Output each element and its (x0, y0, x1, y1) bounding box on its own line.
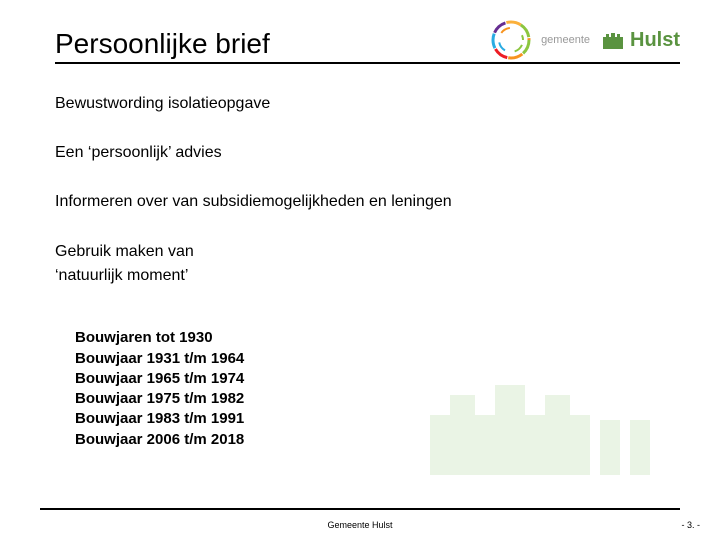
castle-icon (600, 27, 626, 53)
swirl-icon (491, 20, 531, 60)
footer-center: Gemeente Hulst (327, 520, 392, 530)
bullet-3: Informeren over van subsidiemogelijkhede… (55, 192, 680, 213)
footer-divider (40, 508, 680, 510)
year-row: Bouwjaren tot 1930 (75, 328, 680, 348)
year-row: Bouwjaar 1983 t/m 1991 (75, 409, 680, 429)
page-title: Persoonlijke brief (55, 28, 270, 60)
content: Bewustwording isolatieopgave Een ‘persoo… (55, 64, 680, 450)
footer-page-number: - 3. - (681, 520, 700, 530)
bullet-2: Een ‘persoonlijk’ advies (55, 143, 680, 164)
bullet-4-line2: ‘natuurlijk moment’ (55, 267, 188, 284)
header: Persoonlijke brief gemeente Hulst (55, 20, 680, 64)
year-row: Bouwjaar 1931 t/m 1964 (75, 349, 680, 369)
logo-group: gemeente Hulst (491, 20, 680, 60)
slide: Persoonlijke brief gemeente Hulst (0, 0, 720, 540)
bullet-4: Gebruik maken van ‘natuurlijk moment’ (55, 240, 680, 288)
year-row: Bouwjaar 2006 t/m 2018 (75, 430, 680, 450)
bullet-4-line1: Gebruik maken van (55, 243, 194, 260)
bullet-1: Bewustwording isolatieopgave (55, 94, 680, 115)
hulst-logo: Hulst (600, 27, 680, 53)
year-row: Bouwjaar 1965 t/m 1974 (75, 369, 680, 389)
gemeente-label: gemeente (541, 34, 590, 46)
year-row: Bouwjaar 1975 t/m 1982 (75, 389, 680, 409)
years-list: Bouwjaren tot 1930 Bouwjaar 1931 t/m 196… (75, 328, 680, 450)
hulst-label: Hulst (630, 29, 680, 52)
